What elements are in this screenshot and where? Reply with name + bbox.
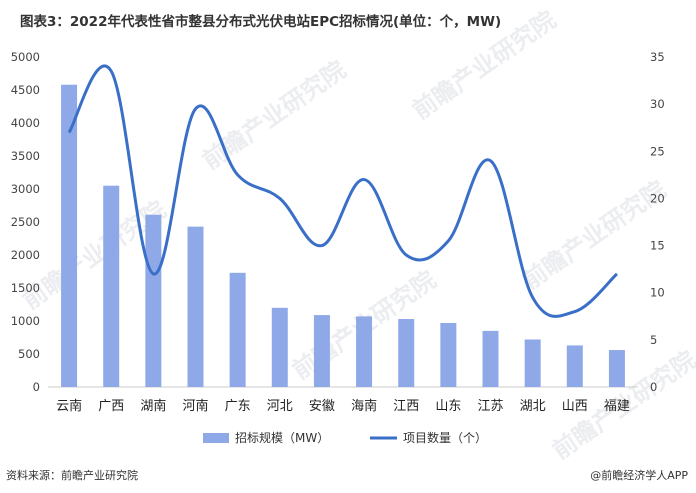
watermark-text: 前瞻产业研究院: [407, 6, 561, 125]
y-left-tick-label: 0: [33, 380, 40, 394]
bar-湖南: [145, 214, 162, 387]
category-label: 山东: [435, 399, 461, 414]
category-labels: 云南 广西 湖南 河南 广东 河北 安徽 海南 江西 山东 江苏 湖北 山西 福建: [56, 398, 630, 414]
legend-bar-swatch: [203, 433, 229, 443]
bar-云南: [61, 84, 78, 387]
category-label: 山西: [562, 399, 588, 414]
brand-credit: @前瞻经济学人APP: [590, 469, 688, 482]
bar-广西: [103, 185, 120, 387]
category-label: 江苏: [477, 398, 503, 414]
bar-山西: [566, 345, 583, 387]
y-right-tick-label: 20: [650, 191, 665, 205]
y-right-tick-label: 15: [650, 239, 665, 253]
bar-江苏: [482, 330, 499, 387]
axes: 0 500 1000 1500 2000 2500 3000 3500 4000 4500 5000…: [11, 50, 665, 394]
legend: 招标规模（MW） 项目数量（个）: [203, 430, 487, 445]
bar-湖北: [524, 339, 541, 387]
category-label: 安徽: [309, 399, 335, 414]
bar-series: [61, 84, 625, 387]
watermark-text: 前瞻产业研究院: [197, 56, 351, 175]
legend-bar-label: 招标规模（MW）: [235, 430, 329, 445]
category-label: 广西: [98, 399, 124, 414]
category-label: 福建: [604, 399, 630, 414]
legend-line-label: 项目数量（个）: [403, 430, 487, 445]
category-label: 湖北: [520, 399, 546, 414]
watermark-text: 前瞻产业研究院: [517, 176, 671, 295]
bar-山东: [440, 322, 457, 387]
y-left-tick-label: 3500: [11, 149, 40, 163]
y-right-tick-label: 10: [650, 286, 665, 300]
y-left-tick-label: 4000: [11, 116, 40, 130]
category-label: 湖南: [140, 398, 166, 414]
y-right-tick-label: 25: [650, 144, 665, 158]
y-left-tick-label: 2000: [11, 248, 40, 262]
category-label: 广东: [225, 399, 251, 414]
y-left-tick-label: 5000: [11, 50, 40, 64]
y-right-tick-label: 5: [650, 333, 657, 347]
y-left-tick-label: 1500: [11, 281, 40, 295]
bar-安徽: [313, 315, 330, 387]
chart-title: 图表3：2022年代表性省市整县分布式光伏电站EPC招标情况(单位：个，MW): [20, 14, 502, 30]
bar-海南: [356, 316, 373, 387]
y-left-tick-label: 4500: [11, 83, 40, 97]
category-label: 海南: [351, 398, 377, 414]
y-left-tick-label: 500: [18, 347, 40, 361]
category-label: 河北: [267, 399, 293, 414]
y-left-tick-label: 3000: [11, 182, 40, 196]
category-label: 河南: [182, 398, 208, 414]
bar-河南: [187, 226, 204, 387]
y-right-tick-label: 0: [650, 380, 657, 394]
bar-广东: [229, 272, 246, 387]
source-note: 资料来源：前瞻产业研究院: [6, 469, 138, 482]
y-right-tick-label: 35: [650, 50, 665, 64]
bar-江西: [398, 319, 415, 387]
y-left-tick-label: 2500: [11, 215, 40, 229]
category-label: 江西: [393, 399, 419, 414]
line-series: [67, 64, 618, 318]
y-left-tick-label: 1000: [11, 314, 40, 328]
y-right-tick-label: 30: [650, 97, 665, 111]
bar-福建: [608, 350, 625, 387]
bar-河北: [271, 307, 288, 387]
category-label: 云南: [56, 398, 82, 414]
